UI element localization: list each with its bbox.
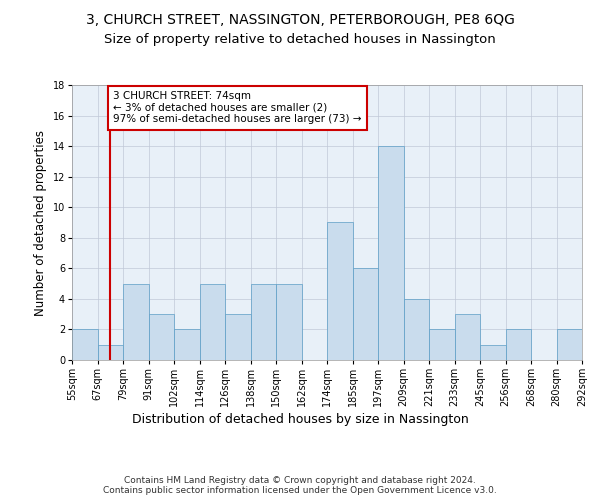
Bar (225, 314, 251, 360)
Text: Size of property relative to detached houses in Nassington: Size of property relative to detached ho… (104, 32, 496, 46)
Bar (276, 284, 302, 360)
Bar (557, 330, 582, 360)
Bar (455, 314, 480, 360)
Bar (123, 284, 149, 360)
Bar (97, 344, 123, 360)
Bar (149, 314, 174, 360)
Bar (72, 330, 97, 360)
Bar (429, 330, 455, 360)
Text: 3, CHURCH STREET, NASSINGTON, PETERBOROUGH, PE8 6QG: 3, CHURCH STREET, NASSINGTON, PETERBOROU… (86, 12, 514, 26)
Bar (505, 330, 531, 360)
Text: Contains HM Land Registry data © Crown copyright and database right 2024.
Contai: Contains HM Land Registry data © Crown c… (103, 476, 497, 495)
Bar (480, 344, 505, 360)
Bar (327, 222, 353, 360)
Bar (199, 284, 225, 360)
Y-axis label: Number of detached properties: Number of detached properties (34, 130, 47, 316)
Bar (404, 299, 429, 360)
Text: 3 CHURCH STREET: 74sqm
← 3% of detached houses are smaller (2)
97% of semi-detac: 3 CHURCH STREET: 74sqm ← 3% of detached … (113, 91, 362, 124)
Bar (174, 330, 199, 360)
Bar (353, 268, 378, 360)
Text: Distribution of detached houses by size in Nassington: Distribution of detached houses by size … (131, 412, 469, 426)
Bar (251, 284, 276, 360)
Bar (378, 146, 404, 360)
